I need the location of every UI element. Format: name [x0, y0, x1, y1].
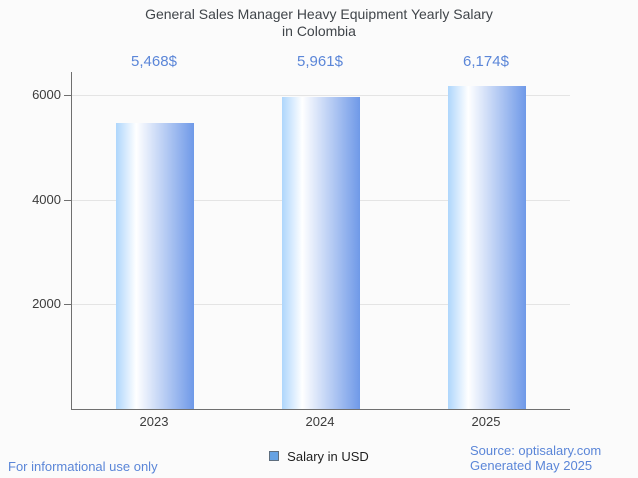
chart-title: General Sales Manager Heavy Equipment Ye…	[0, 6, 638, 40]
y-axis-tick	[64, 199, 71, 201]
legend: Salary in USD	[0, 448, 638, 464]
bar-value-label: 5,468$	[131, 53, 177, 70]
y-axis-tick	[64, 304, 71, 306]
disclaimer-text: For informational use only	[8, 459, 158, 474]
bar	[282, 97, 360, 409]
bar-value-label: 5,961$	[297, 53, 343, 70]
y-axis-label: 2000	[32, 296, 61, 312]
x-axis-label: 2025	[471, 414, 501, 429]
source-text: Source: optisalary.com	[470, 443, 602, 458]
y-axis-tick	[64, 95, 71, 97]
gridline	[72, 95, 570, 97]
x-axis-label: 2024	[305, 414, 335, 429]
bar	[448, 85, 526, 409]
y-axis-label: 4000	[32, 191, 61, 207]
generated-text: Generated May 2025	[470, 458, 593, 473]
bar	[116, 122, 194, 409]
source-block: Source: optisalary.com Generated May 202…	[470, 443, 601, 473]
chart-title-line2: in Colombia	[282, 23, 356, 39]
y-axis-label: 6000	[32, 87, 61, 103]
x-axis-label: 2023	[139, 414, 169, 429]
legend-label: Salary in USD	[287, 448, 369, 464]
bar-value-label: 6,174$	[463, 53, 509, 70]
chart-title-line1: General Sales Manager Heavy Equipment Ye…	[145, 6, 493, 22]
plot-area	[64, 72, 570, 410]
legend-swatch-icon	[269, 451, 280, 461]
